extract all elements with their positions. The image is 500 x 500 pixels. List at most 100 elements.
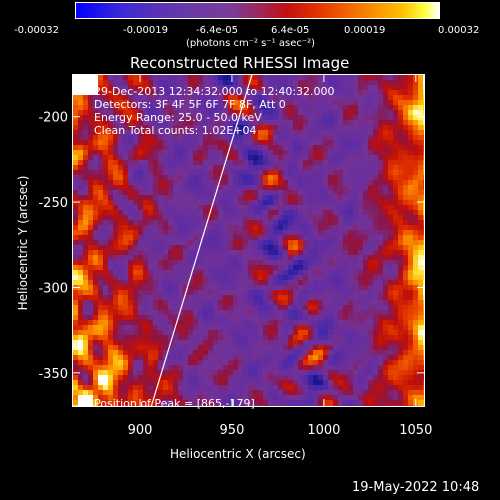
heatmap-cell [78,245,83,250]
heatmap-cell [398,95,403,100]
heatmap-cell [248,375,253,380]
heatmap-cell [103,395,108,400]
heatmap-cell [183,345,188,350]
heatmap-cell [323,370,328,375]
heatmap-cell [188,150,193,155]
heatmap-cell [73,115,78,120]
heatmap-cell [278,260,283,265]
heatmap-cell [113,230,118,235]
heatmap-cell [353,235,358,240]
heatmap-cell [323,75,328,80]
heatmap-cell [143,390,148,395]
heatmap-cell [378,120,383,125]
heatmap-cell [138,370,143,375]
heatmap-cell [368,100,373,105]
heatmap-cell [228,350,233,355]
heatmap-cell [348,95,353,100]
heatmap-cell [353,115,358,120]
heatmap-cell [288,135,293,140]
heatmap-cell [173,280,178,285]
heatmap-cell [263,365,268,370]
heatmap-cell [373,215,378,220]
heatmap-cell [163,340,168,345]
heatmap-cell [318,105,323,110]
heatmap-cell [123,350,128,355]
heatmap-cell [413,135,418,140]
heatmap-cell [178,275,183,280]
heatmap-cell [98,280,103,285]
heatmap-cell [348,250,353,255]
heatmap-cell [158,200,163,205]
heatmap-cell [328,375,333,380]
heatmap-cell [328,200,333,205]
heatmap-cell [323,265,328,270]
heatmap-cell [318,390,323,395]
heatmap-cell [313,210,318,215]
heatmap-cell [258,395,263,400]
heatmap-cell [243,335,248,340]
heatmap-cell [373,230,378,235]
heatmap-cell [278,405,283,406]
heatmap-cell [83,325,88,330]
heatmap-cell [98,75,103,80]
heatmap-cell [73,305,78,310]
heatmap-cell [163,330,168,335]
heatmap-cell [328,405,333,406]
heatmap-cell [408,200,413,205]
heatmap-cell [128,210,133,215]
heatmap-cell [218,145,223,150]
heatmap-cell [358,215,363,220]
heatmap-cell [218,325,223,330]
heatmap-cell [258,75,263,80]
heatmap-cell [238,205,243,210]
heatmap-cell [343,240,348,245]
heatmap-cell [273,355,278,360]
heatmap-cell [193,215,198,220]
heatmap-cell [263,400,268,405]
heatmap-cell [173,160,178,165]
heatmap-cell [148,255,153,260]
heatmap-cell [263,170,268,175]
heatmap-cell [238,340,243,345]
heatmap-cell [163,375,168,380]
heatmap-cell [358,310,363,315]
heatmap-cell [293,365,298,370]
heatmap-cell [268,190,273,195]
heatmap-cell [313,400,318,405]
heatmap-cell [193,335,198,340]
heatmap-cell [203,230,208,235]
heatmap-cell [208,300,213,305]
heatmap-cell [333,355,338,360]
heatmap-cell [418,185,423,190]
heatmap-cell [273,230,278,235]
heatmap-cell [273,205,278,210]
heatmap-cell [408,210,413,215]
heatmap-cell [258,210,263,215]
heatmap-cell [93,370,98,375]
heatmap-cell [268,80,273,85]
heatmap-cell [183,340,188,345]
heatmap-cell [358,245,363,250]
heatmap-cell [88,330,93,335]
heatmap-cell [373,245,378,250]
heatmap-cell [218,370,223,375]
heatmap-cell [358,350,363,355]
heatmap-cell [298,130,303,135]
heatmap-cell [93,265,98,270]
heatmap-cell [123,95,128,100]
heatmap-cell [298,190,303,195]
heatmap-cell [183,360,188,365]
heatmap-cell [363,350,368,355]
heatmap-cell [128,340,133,345]
heatmap-cell [78,130,83,135]
heatmap-cell [388,270,393,275]
heatmap-cell [303,325,308,330]
heatmap-cell [93,405,98,406]
heatmap-cell [263,245,268,250]
heatmap-cell [378,235,383,240]
heatmap-cell [298,175,303,180]
heatmap-cell [223,335,228,340]
heatmap-cell [343,405,348,406]
heatmap-cell [313,365,318,370]
heatmap-cell [398,360,403,365]
